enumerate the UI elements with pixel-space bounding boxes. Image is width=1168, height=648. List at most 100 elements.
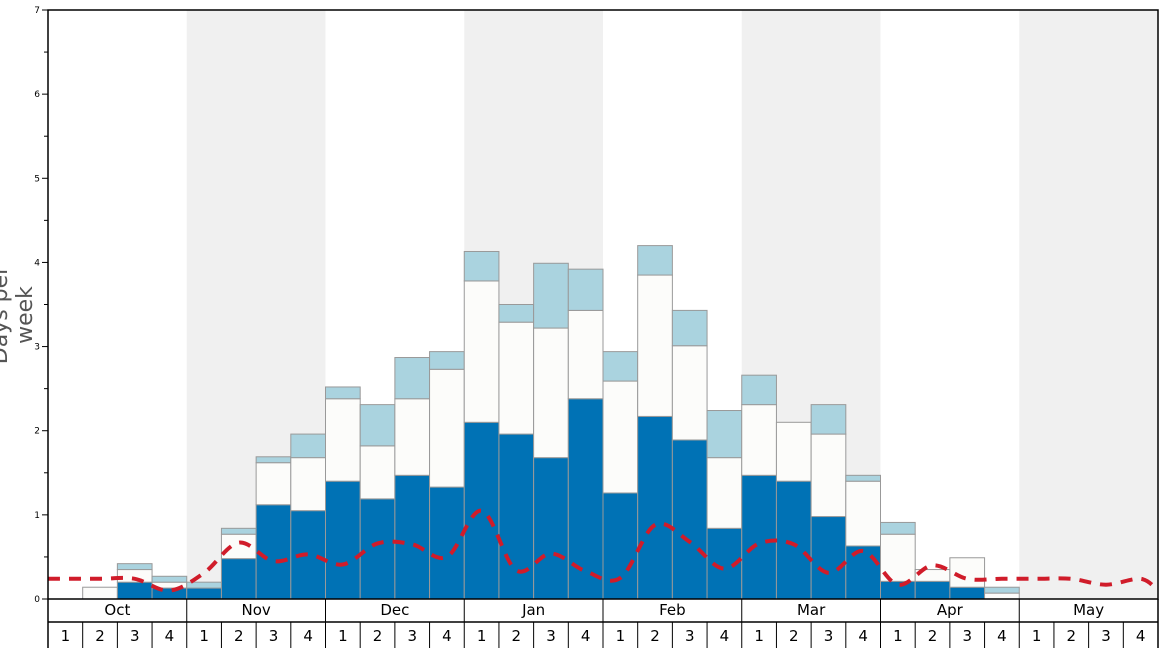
month-label: Dec: [380, 601, 409, 619]
bar-segment: [116, 581, 153, 600]
week-label: 4: [720, 627, 730, 645]
month-label: May: [1073, 601, 1104, 619]
y-tick-label: 3: [34, 343, 40, 353]
bar-segment: [220, 533, 257, 560]
average-line: [48, 508, 1160, 593]
week-label: 2: [928, 627, 938, 645]
week-label: 3: [685, 627, 695, 645]
bar-segment: [949, 586, 986, 600]
week-label: 3: [269, 627, 279, 645]
y-tick-label: 0: [34, 595, 40, 605]
month-label: Apr: [937, 601, 964, 619]
bar-segment: [325, 480, 361, 600]
bar-segment: [984, 586, 1020, 594]
bar-segment: [810, 516, 847, 600]
bar-segment: [810, 433, 847, 518]
bar-segment: [394, 398, 431, 476]
bar-segment: [359, 445, 396, 500]
bar-segment: [880, 521, 916, 535]
bar-segment: [671, 309, 708, 347]
month-label: Feb: [659, 601, 686, 619]
week-label: 1: [199, 627, 209, 645]
week-label: 4: [303, 627, 313, 645]
bar-segment: [463, 250, 500, 282]
y-tick-label: 4: [34, 258, 40, 268]
bar-segment: [429, 486, 465, 600]
week-label: 3: [407, 627, 417, 645]
week-label: 3: [546, 627, 556, 645]
bar-segment: [845, 545, 881, 600]
week-label: 1: [1032, 627, 1042, 645]
bar-segment: [602, 380, 639, 494]
bar-segment: [359, 498, 396, 600]
bar-segment: [255, 462, 292, 506]
bar-segment: [116, 563, 153, 571]
bar-segment: [914, 580, 951, 600]
bar-segment: [325, 398, 361, 482]
month-band: [1019, 10, 1158, 599]
bar-segment: [186, 587, 222, 600]
bar-segment: [637, 245, 673, 276]
bar-segment: [637, 415, 673, 600]
week-label: 2: [234, 627, 244, 645]
bar-segment: [498, 304, 535, 323]
bar-segment: [706, 457, 743, 529]
bar-segment: [810, 404, 847, 435]
bar-segment: [82, 586, 118, 600]
bar-segment: [359, 404, 396, 447]
bar-segment: [775, 480, 812, 600]
week-label: 1: [61, 627, 71, 645]
y-tick-label: 6: [34, 90, 40, 100]
month-label: Jan: [521, 601, 545, 619]
bar-segment: [394, 474, 431, 600]
week-label: 2: [373, 627, 383, 645]
y-tick-label: 5: [34, 174, 40, 184]
bar-segment: [602, 492, 639, 600]
y-tick-label: 1: [34, 511, 40, 521]
bar-segment: [741, 374, 777, 406]
week-label: 2: [1067, 627, 1077, 645]
y-tick-label: 2: [34, 427, 40, 437]
week-label: 2: [95, 627, 105, 645]
week-label: 4: [165, 627, 175, 645]
bar-segment: [741, 474, 777, 600]
bar-segment: [637, 274, 673, 417]
bar-segment: [741, 404, 777, 476]
bar-segment: [533, 327, 569, 459]
bar-segment: [325, 386, 361, 400]
week-label: 3: [962, 627, 972, 645]
week-label: 1: [754, 627, 764, 645]
bar-segment: [533, 262, 569, 329]
bar-segment: [255, 456, 292, 464]
month-label: Oct: [104, 601, 130, 619]
bar-segment: [845, 474, 881, 482]
week-label: 2: [650, 627, 660, 645]
month-label: Mar: [797, 601, 826, 619]
bar-segment: [845, 480, 881, 547]
bar-segment: [220, 527, 257, 535]
week-label: 3: [1101, 627, 1111, 645]
bar-segment: [498, 321, 535, 435]
bar-segment: [429, 351, 465, 370]
bar-segment: [706, 410, 743, 459]
bar-segment: [220, 558, 257, 600]
bar-segment: [567, 398, 604, 600]
week-label: 4: [997, 627, 1007, 645]
bar-segment: [151, 575, 188, 583]
bar-segment: [533, 457, 569, 600]
week-label: 1: [338, 627, 348, 645]
bar-segment: [498, 433, 535, 600]
week-label: 1: [477, 627, 487, 645]
bar-segment: [671, 439, 708, 600]
bar-segment: [394, 357, 431, 400]
week-label: 3: [130, 627, 140, 645]
week-label: 4: [442, 627, 452, 645]
bar-segment: [463, 280, 500, 423]
bar-segment: [567, 309, 604, 400]
bar-segment: [671, 345, 708, 441]
week-label: 1: [893, 627, 903, 645]
week-label: 3: [824, 627, 834, 645]
month-label: Nov: [241, 601, 270, 619]
bar-segment: [567, 268, 604, 311]
